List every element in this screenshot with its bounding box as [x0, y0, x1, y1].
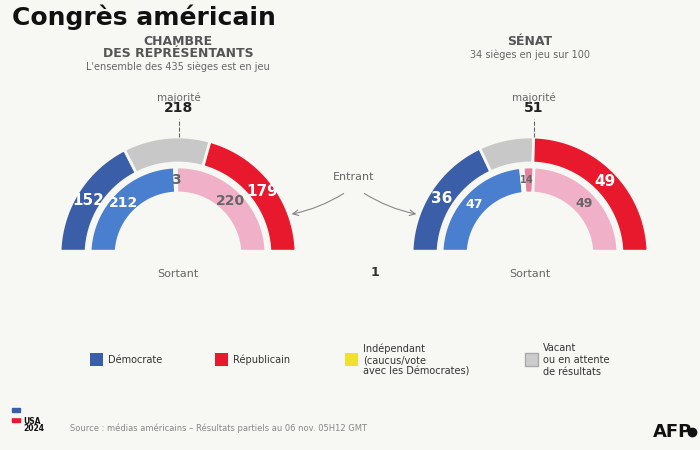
Polygon shape [55, 250, 301, 260]
Polygon shape [176, 167, 266, 255]
Polygon shape [520, 167, 525, 194]
Polygon shape [533, 167, 618, 255]
Text: SÉNAT: SÉNAT [508, 35, 552, 48]
Polygon shape [468, 193, 592, 255]
Polygon shape [442, 167, 524, 255]
Bar [525, 353, 538, 366]
Text: DES REPRÉSENTANTS: DES REPRÉSENTANTS [103, 47, 253, 60]
Text: Républicain: Républicain [233, 355, 290, 365]
Polygon shape [533, 137, 648, 255]
Text: 152: 152 [73, 193, 104, 207]
Text: 49: 49 [575, 197, 593, 210]
Bar [345, 353, 358, 366]
Text: majorité: majorité [157, 93, 201, 103]
Text: 220: 220 [216, 194, 245, 208]
Text: Entrant: Entrant [333, 172, 374, 182]
Polygon shape [12, 418, 20, 422]
Polygon shape [60, 150, 136, 255]
Polygon shape [523, 167, 534, 193]
Polygon shape [116, 193, 240, 255]
Text: 51: 51 [524, 101, 543, 115]
Polygon shape [12, 408, 20, 412]
Text: 179: 179 [246, 184, 278, 199]
Text: Sortant: Sortant [510, 269, 551, 279]
Bar [90, 353, 103, 366]
Polygon shape [480, 137, 533, 172]
Text: Congrès américain: Congrès américain [12, 5, 276, 31]
Text: CHAMBRE: CHAMBRE [144, 35, 213, 48]
Polygon shape [12, 413, 20, 417]
Text: majorité: majorité [512, 93, 556, 103]
Text: Source : médias américains – Résultats partiels au 06 nov. 05H12 GMT: Source : médias américains – Résultats p… [70, 423, 367, 433]
Text: Démocrate: Démocrate [108, 355, 162, 365]
Text: Vacant
ou en attente
de résultats: Vacant ou en attente de résultats [543, 343, 610, 377]
Text: USA: USA [23, 417, 41, 426]
Text: 34 sièges en jeu sur 100: 34 sièges en jeu sur 100 [470, 50, 590, 60]
Text: 218: 218 [164, 101, 193, 115]
Text: 212: 212 [109, 196, 139, 210]
Bar [215, 353, 228, 366]
Polygon shape [90, 167, 176, 255]
Polygon shape [412, 148, 491, 255]
Text: L'ensemble des 435 sièges est en jeu: L'ensemble des 435 sièges est en jeu [86, 62, 270, 72]
Text: 47: 47 [466, 198, 483, 211]
Text: 2024: 2024 [23, 424, 44, 433]
Polygon shape [203, 141, 296, 255]
Text: 36: 36 [430, 191, 452, 206]
Text: Indépendant
(caucus/vote
avec les Démocrates): Indépendant (caucus/vote avec les Démocr… [363, 343, 470, 377]
Text: 1: 1 [370, 266, 379, 279]
Text: 4: 4 [526, 175, 532, 185]
Polygon shape [174, 167, 177, 193]
Text: 3: 3 [171, 173, 181, 187]
Polygon shape [125, 137, 210, 173]
Text: AFP: AFP [652, 423, 692, 441]
Text: 1: 1 [519, 176, 526, 185]
Text: Sortant: Sortant [158, 269, 199, 279]
Polygon shape [407, 250, 653, 260]
Text: 49: 49 [595, 175, 616, 189]
